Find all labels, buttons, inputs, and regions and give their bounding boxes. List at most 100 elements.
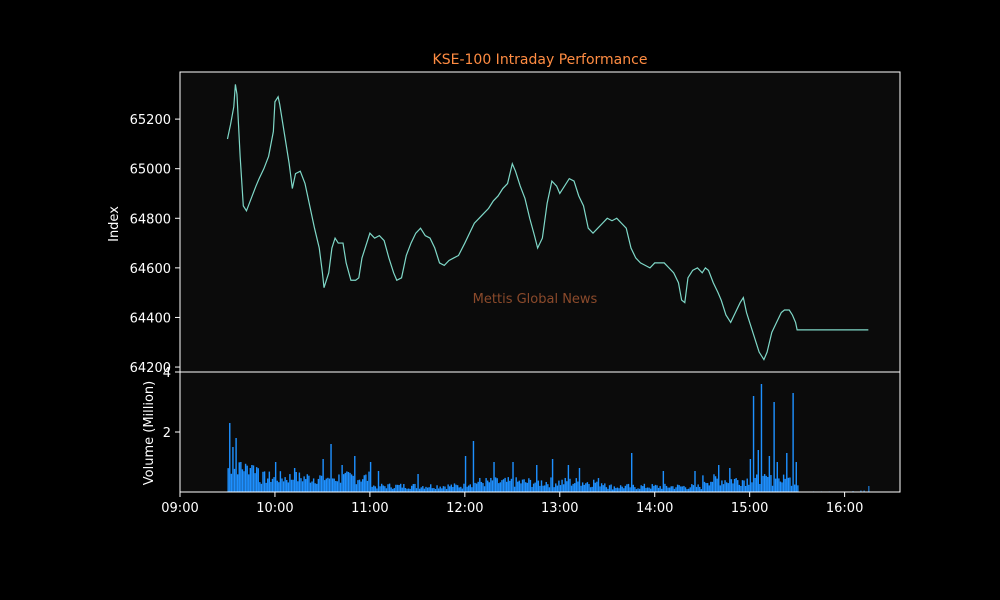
volume-bar [697, 484, 699, 492]
volume-bar [274, 462, 277, 492]
volume-bar [284, 477, 286, 492]
volume-bar [415, 488, 418, 492]
volume-bar [281, 478, 283, 492]
volume-bar [860, 490, 862, 492]
volume-bar [468, 485, 470, 492]
volume-bar [524, 482, 527, 492]
volume-bar [757, 450, 759, 492]
volume-bar [505, 481, 508, 492]
volume-bar [445, 488, 448, 492]
volume-bar [583, 484, 585, 492]
volume-bar [562, 484, 565, 492]
volume-bar [638, 488, 641, 492]
volume-bar [499, 482, 502, 492]
volume-bar [555, 483, 557, 492]
volume-bar [768, 456, 771, 492]
volume-bar [722, 484, 725, 492]
volume-bar [580, 485, 582, 492]
volume-bar [767, 476, 769, 492]
volume-bar [254, 473, 256, 492]
volume-bar [374, 486, 377, 492]
volume-bar [276, 480, 278, 492]
volume-bar [442, 486, 445, 492]
volume-bar [790, 485, 793, 492]
volume-bar [456, 485, 459, 492]
volume-panel-frame [179, 371, 901, 493]
volume-bar [425, 486, 427, 492]
volume-bar [246, 465, 248, 492]
volume-bar [542, 485, 544, 492]
volume-bar [684, 487, 687, 492]
volume-bar [725, 482, 728, 492]
volume-bar [586, 482, 589, 492]
volume-bar [369, 462, 372, 492]
time-x-tick-label: 14:00 [636, 501, 673, 516]
volume-bar [526, 482, 528, 492]
volume-bar [577, 481, 579, 492]
volume-bar [572, 483, 574, 492]
volume-bar [678, 485, 680, 492]
volume-bar [248, 474, 250, 492]
volume-bar [498, 483, 500, 492]
volume-bar [317, 478, 320, 492]
volume-bar [600, 483, 603, 492]
volume-bar [593, 479, 595, 492]
volume-bar [504, 477, 506, 492]
volume-bar [322, 459, 324, 492]
volume-bar [673, 488, 676, 492]
volume-bar [574, 483, 576, 492]
volume-bar [621, 486, 623, 492]
volume-bar [371, 486, 373, 492]
volume-bar [539, 485, 541, 492]
volume-bar [479, 477, 481, 492]
volume-bar [623, 488, 625, 492]
volume-bar [534, 482, 536, 492]
volume-bar [458, 487, 460, 492]
volume-bar [422, 486, 424, 492]
volume-bar [437, 488, 440, 492]
price-y-axis-label: Index [107, 206, 122, 242]
volume-bar [305, 479, 307, 492]
volume-bar [412, 484, 415, 492]
volume-bar [585, 483, 587, 492]
price-y-tick-label: 65000 [130, 163, 171, 178]
volume-bar [749, 459, 752, 492]
volume-bar [488, 482, 490, 492]
volume-bar [418, 488, 421, 492]
volume-bar [649, 488, 652, 492]
volume-bar [496, 478, 498, 492]
volume-bar [789, 477, 791, 492]
volume-bar [325, 478, 327, 492]
volume-bar [659, 486, 661, 492]
volume-bar [336, 481, 339, 492]
volume-bar [543, 485, 546, 492]
volume-bar [403, 484, 405, 492]
volume-bar [721, 480, 723, 492]
volume-bar [689, 487, 691, 492]
volume-bar [472, 441, 475, 492]
volume-bar [665, 485, 668, 492]
price-y-tick-label: 64800 [130, 212, 171, 227]
price-y-tick-label: 64600 [130, 262, 171, 277]
volume-bar [380, 483, 383, 492]
volume-bar [346, 471, 348, 492]
volume-bar [312, 478, 315, 492]
volume-bar [654, 484, 657, 492]
volume-bar [501, 480, 503, 492]
volume-bar [676, 484, 679, 492]
volume-bar [661, 488, 663, 492]
time-x-tick-label: 12:00 [446, 501, 483, 516]
volume-bar [651, 484, 653, 492]
volume-bar [471, 487, 473, 492]
volume-bar [267, 478, 269, 492]
volume-bar [252, 465, 255, 492]
volume-bar [361, 479, 364, 492]
volume-bar [493, 462, 495, 492]
price-y-ticks: 64200 64400 64600 64800 65000 65200 [130, 113, 180, 376]
volume-bar [751, 482, 753, 492]
volume-bar [528, 478, 530, 492]
volume-bar [763, 474, 766, 492]
volume-bar [308, 475, 310, 492]
volume-bar [672, 486, 674, 492]
volume-bar [629, 487, 631, 492]
